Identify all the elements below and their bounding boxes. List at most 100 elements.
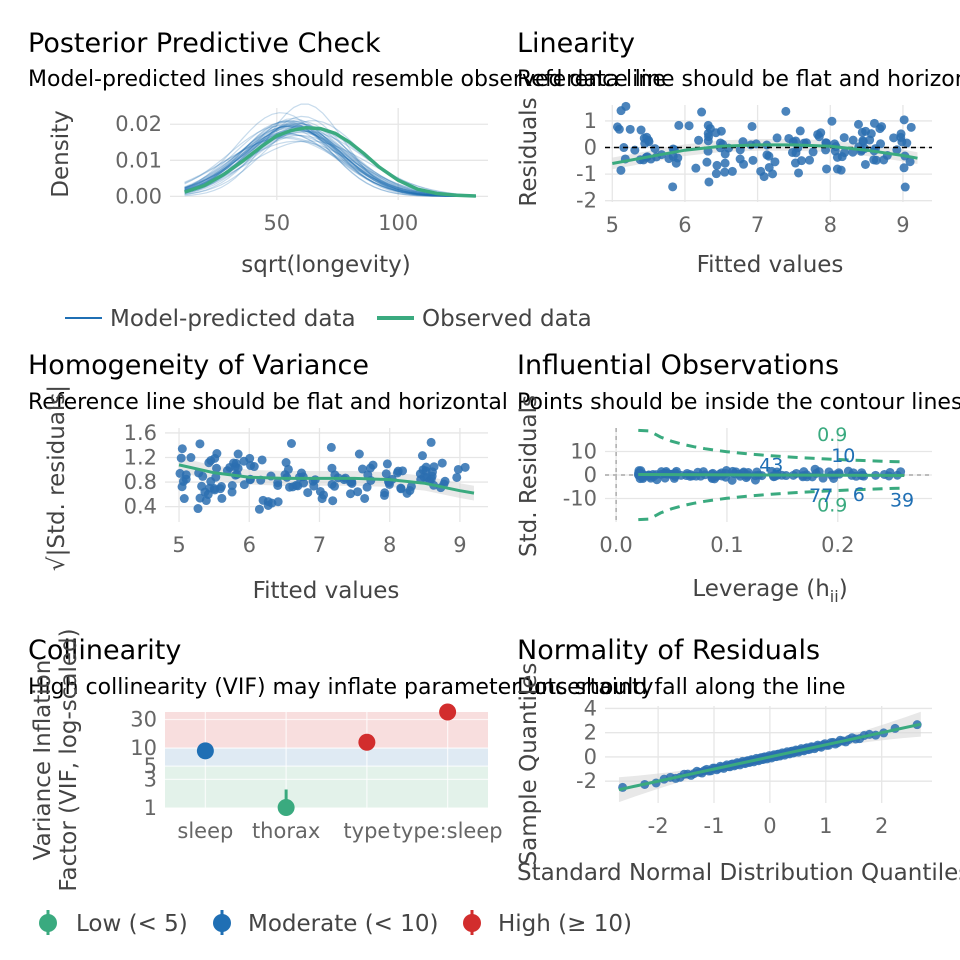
hom-xtick-label: 9 xyxy=(453,533,466,557)
lin-point xyxy=(832,152,842,162)
inf-subtitle: Points should be inside the contour line… xyxy=(517,390,960,415)
hom-point xyxy=(327,463,337,473)
lin-point xyxy=(794,168,804,178)
col-xtick-label: sleep xyxy=(177,819,233,843)
ppc-predicted-line xyxy=(184,125,476,197)
hom-point xyxy=(297,468,307,478)
ppc-predicted-line xyxy=(184,140,476,197)
hom-point xyxy=(360,493,370,503)
lin-xtick-label: 7 xyxy=(751,213,764,237)
ppc-predicted-line xyxy=(184,112,476,197)
col-zone-moderate xyxy=(165,748,488,767)
ppc-title: Posterior Predictive Check xyxy=(28,28,381,59)
hom-title: Homogeneity of Variance xyxy=(28,350,369,381)
inf-contour-label: 0.9 xyxy=(817,494,847,516)
panel-posterior-predictive-check: Posterior Predictive Check Model-predict… xyxy=(28,28,666,332)
lin-point xyxy=(636,125,646,135)
inf-point xyxy=(843,466,853,476)
hom-ytick-label: 0.8 xyxy=(124,470,157,494)
lin-point xyxy=(877,122,887,132)
hom-point xyxy=(453,464,463,474)
hom-point xyxy=(186,453,196,463)
legend-predicted-label: Model-predicted data xyxy=(110,306,356,332)
hom-point xyxy=(303,488,313,498)
lin-point xyxy=(889,133,899,143)
lin-point xyxy=(697,107,707,117)
ppc-predicted-line xyxy=(184,128,476,197)
lin-point xyxy=(902,138,912,148)
lin-point xyxy=(795,126,805,136)
lin-point xyxy=(650,144,660,154)
inf-contour-upper xyxy=(638,428,905,464)
lin-point xyxy=(805,155,815,165)
hom-point xyxy=(286,438,296,448)
lin-point xyxy=(684,121,694,131)
hom-point xyxy=(273,480,283,490)
lin-point xyxy=(871,155,881,165)
hom-point xyxy=(177,444,187,454)
lin-ylabel: Residuals xyxy=(516,97,542,206)
col-subtitle: High collinearity (VIF) may inflate para… xyxy=(28,675,654,700)
col-vif-point xyxy=(277,798,295,816)
col-xtick-label: type:sleep xyxy=(393,819,503,843)
lin-point xyxy=(625,124,635,134)
hom-point xyxy=(345,489,355,499)
inf-point-label: 39 xyxy=(890,490,914,512)
hom-ytick-label: 1.6 xyxy=(124,421,157,445)
lin-point xyxy=(827,116,837,126)
ppc-predicted-line xyxy=(184,119,476,197)
hom-point xyxy=(195,493,205,503)
hom-point xyxy=(379,490,389,500)
lin-ytick-label: -2 xyxy=(576,189,597,213)
norm-xtick-label: 0 xyxy=(763,814,776,838)
hom-point xyxy=(217,493,227,503)
panel-homogeneity: Homogeneity of Variance Reference line s… xyxy=(28,350,508,604)
hom-point xyxy=(203,489,213,499)
ppc-predicted-line xyxy=(184,125,476,197)
ppc-predicted-line xyxy=(184,120,476,197)
hom-point xyxy=(382,459,392,469)
lin-point xyxy=(822,164,832,174)
hom-xlabel: Fitted values xyxy=(253,578,400,604)
hom-point xyxy=(421,462,431,472)
hom-point xyxy=(452,472,462,482)
hom-point xyxy=(179,494,189,504)
lin-point xyxy=(840,148,850,158)
ppc-predicted-line xyxy=(184,125,476,197)
lin-point xyxy=(727,166,737,176)
hom-point xyxy=(193,504,203,514)
lin-point xyxy=(671,158,681,168)
lin-point xyxy=(848,135,858,145)
hom-ytick-label: 1.2 xyxy=(124,445,157,469)
lin-point xyxy=(906,122,916,132)
lin-point xyxy=(905,157,915,167)
col-vif-point xyxy=(439,703,457,721)
inf-xlabel: Leverage (hii) xyxy=(692,576,847,606)
lin-point xyxy=(791,136,801,146)
lin-point xyxy=(759,172,769,182)
col-ytick-label: 10 xyxy=(130,736,157,760)
hom-point xyxy=(212,463,222,473)
lin-point xyxy=(668,182,678,192)
col-legend: Low (< 5) Moderate (< 10) High (≥ 10) xyxy=(39,910,632,937)
ppc-ylabel: Density xyxy=(48,110,74,197)
norm-subtitle: Dots should fall along the line xyxy=(517,675,846,700)
col-ylabel: Variance Inflation xyxy=(30,660,56,861)
lin-point xyxy=(720,158,730,168)
ppc-predicted-line xyxy=(184,134,476,197)
lin-xtick-label: 5 xyxy=(606,213,619,237)
lin-point xyxy=(808,147,818,157)
inf-smooth-line xyxy=(638,473,905,477)
hom-point xyxy=(211,472,221,482)
ppc-observed-line xyxy=(184,126,476,198)
norm-title: Normality of Residuals xyxy=(517,635,820,666)
col-xtick-label: thorax xyxy=(252,819,320,843)
norm-reference-line xyxy=(618,722,922,792)
ppc-predicted-line xyxy=(184,124,476,197)
col-zone-high xyxy=(165,712,488,749)
hom-point xyxy=(330,481,340,491)
hom-point xyxy=(426,437,436,447)
